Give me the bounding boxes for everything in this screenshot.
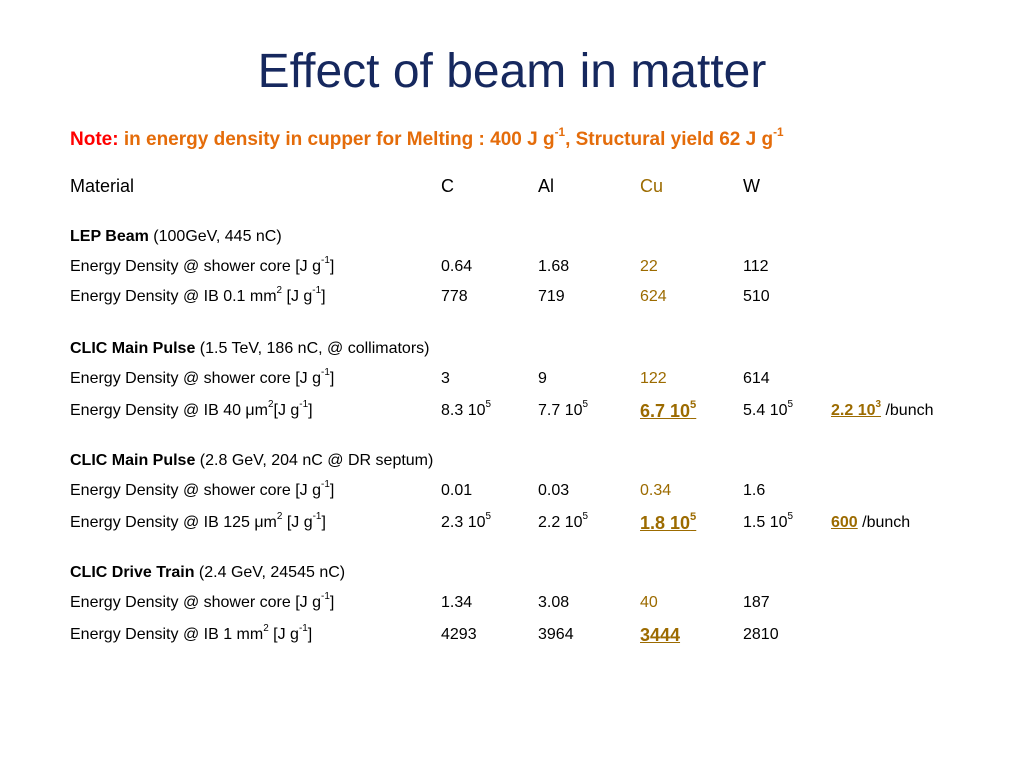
section-detail: (2.8 GeV, 204 nC @ DR septum) xyxy=(195,452,434,469)
header-material: Material xyxy=(70,176,135,196)
slide-title: Effect of beam in matter xyxy=(257,45,767,98)
cell-al: 0.03 xyxy=(538,482,570,499)
table-row: Energy Density @ IB 40 μm2[J g-1] 8.3 10… xyxy=(0,398,1024,424)
note-line: Note: in energy density in cupper for Me… xyxy=(70,126,784,154)
header-cu: Cu xyxy=(640,176,664,196)
note-text: in energy density in cupper for Melting … xyxy=(118,129,555,150)
cell-al: 3964 xyxy=(538,626,574,643)
row-label: Energy Density @ IB 125 μm2 [J g-1] xyxy=(70,511,326,531)
cell-cu-highlight: 6.7 105 xyxy=(640,399,697,421)
cell-per-bunch: 600 /bunch xyxy=(831,514,911,531)
section-name: CLIC Main Pulse xyxy=(70,452,196,469)
cell-w: 1.5 105 xyxy=(743,511,793,531)
cell-c: 0.01 xyxy=(441,482,473,499)
cell-w: 112 xyxy=(743,258,769,275)
cell-al: 7.7 105 xyxy=(538,399,588,419)
table-header: Material C Al Cu W xyxy=(0,173,1024,199)
header-w: W xyxy=(743,176,760,196)
row-label: Energy Density @ shower core [J g-1] xyxy=(70,479,335,499)
cell-cu: 0.34 xyxy=(640,482,672,499)
cell-w: 5.4 105 xyxy=(743,399,793,419)
cell-w: 1.6 xyxy=(743,482,766,499)
section-heading: CLIC Drive Train (2.4 GeV, 24545 nC) xyxy=(0,560,1024,586)
cell-cu: 22 xyxy=(640,258,658,275)
cell-w: 2810 xyxy=(743,626,779,643)
section-detail: (1.5 TeV, 186 nC, @ collimators) xyxy=(195,340,430,357)
cell-cu: 122 xyxy=(640,370,667,387)
table-row: Energy Density @ IB 125 μm2 [J g-1] 2.3 … xyxy=(0,510,1024,536)
cell-c: 0.64 xyxy=(441,258,473,275)
cell-al: 9 xyxy=(538,370,547,387)
cell-cu-highlight: 3444 xyxy=(640,625,681,645)
cell-c: 4293 xyxy=(441,626,477,643)
cell-w: 614 xyxy=(743,370,770,387)
row-label: Energy Density @ IB 1 mm2 [J g-1] xyxy=(70,623,313,643)
cell-al: 2.2 105 xyxy=(538,511,588,531)
section-name: CLIC Main Pulse xyxy=(70,340,196,357)
cell-per-bunch: 2.2 103 /bunch xyxy=(831,399,934,419)
cell-c: 8.3 105 xyxy=(441,399,491,419)
cell-al: 1.68 xyxy=(538,258,570,275)
section-name: LEP Beam xyxy=(70,228,149,245)
note-lead: Note: xyxy=(70,129,119,150)
header-al: Al xyxy=(538,176,555,196)
note-sup-2: -1 xyxy=(773,125,784,139)
section-detail: (2.4 GeV, 24545 nC) xyxy=(194,564,346,581)
cell-c: 2.3 105 xyxy=(441,511,491,531)
note-sup-1: -1 xyxy=(554,125,566,139)
cell-c: 778 xyxy=(441,288,468,305)
note-text-2: , Structural yield 62 J g xyxy=(565,129,774,150)
row-label: Energy Density @ shower core [J g-1] xyxy=(70,367,335,387)
cell-c: 3 xyxy=(441,370,450,387)
table-row: Energy Density @ shower core [J g-1] 0.0… xyxy=(0,478,1024,504)
table-row: Energy Density @ shower core [J g-1] 0.6… xyxy=(0,254,1024,280)
section-name: CLIC Drive Train xyxy=(70,564,195,581)
cell-cu-highlight: 1.8 105 xyxy=(640,511,697,533)
cell-cu: 624 xyxy=(640,288,667,305)
row-label: Energy Density @ shower core [J g-1] xyxy=(70,591,335,611)
cell-cu: 40 xyxy=(640,594,658,611)
table-row: Energy Density @ IB 0.1 mm2 [J g-1] 778 … xyxy=(0,284,1024,310)
row-label: Energy Density @ IB 0.1 mm2 [J g-1] xyxy=(70,285,326,305)
table-row: Energy Density @ shower core [J g-1] 3 9… xyxy=(0,366,1024,392)
table-row: Energy Density @ IB 1 mm2 [J g-1] 4293 3… xyxy=(0,622,1024,648)
section-heading: LEP Beam (100GeV, 445 nC) xyxy=(0,224,1024,250)
cell-al: 719 xyxy=(538,288,565,305)
table-row: Energy Density @ shower core [J g-1] 1.3… xyxy=(0,590,1024,616)
row-label: Energy Density @ IB 40 μm2[J g-1] xyxy=(70,399,313,419)
row-label: Energy Density @ shower core [J g-1] xyxy=(70,255,335,275)
header-c: C xyxy=(441,176,454,196)
section-detail: (100GeV, 445 nC) xyxy=(148,228,282,245)
cell-c: 1.34 xyxy=(441,594,473,611)
cell-w: 187 xyxy=(743,594,770,611)
section-heading: CLIC Main Pulse (1.5 TeV, 186 nC, @ coll… xyxy=(0,336,1024,362)
cell-al: 3.08 xyxy=(538,594,570,611)
section-heading: CLIC Main Pulse (2.8 GeV, 204 nC @ DR se… xyxy=(0,448,1024,474)
cell-w: 510 xyxy=(743,288,770,305)
